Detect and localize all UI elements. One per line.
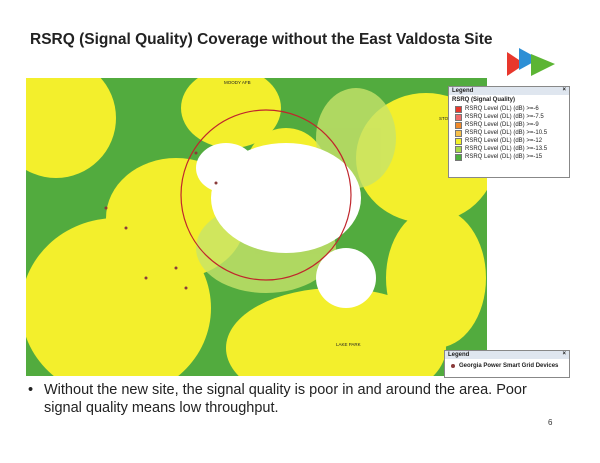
legend-label: RSRQ Level (DL) (dB) >=-9 [465, 122, 539, 128]
legend-items: RSRQ Level (DL) (dB) >=-6 RSRQ Level (DL)… [449, 105, 569, 161]
legend-row: RSRQ Level (DL) (dB) >=-10.5 [449, 129, 569, 137]
legend-heading: RSRQ (Signal Quality) [452, 97, 516, 103]
page-number: 6 [548, 418, 553, 427]
place-label: LAKE PARK [336, 342, 361, 347]
bullet: Without the new site, the signal quality… [28, 381, 564, 417]
legend-swatch [455, 129, 462, 137]
legend-label: RSRQ Level (DL) (dB) >=-13.5 [465, 146, 548, 152]
legend-row: RSRQ Level (DL) (dB) >=-12 [449, 137, 569, 145]
legend-title: Legend [445, 351, 569, 359]
legend-swatch [455, 113, 462, 121]
place-label: MOODY AFB [224, 80, 251, 85]
device-legend: Legend Georgia Power Smart Grid Devices [444, 350, 570, 378]
legend-label: RSRQ Level (DL) (dB) >=-12 [465, 138, 543, 144]
legend-swatch [455, 137, 462, 145]
legend-swatch [455, 105, 462, 113]
legend-row: RSRQ Level (DL) (dB) >=-7.5 [449, 113, 569, 121]
legend-swatch [455, 121, 462, 129]
legend-item: Georgia Power Smart Grid Devices [459, 363, 559, 369]
coverage-map: MOODY AFB STOCKTON (GA) LAKE PARK [26, 78, 487, 376]
legend-title: Legend [449, 87, 569, 95]
legend-row: RSRQ Level (DL) (dB) >=-13.5 [449, 145, 569, 153]
legend-swatch [455, 153, 462, 161]
legend-label: RSRQ Level (DL) (dB) >=-6 [465, 106, 539, 112]
legend-row: RSRQ Level (DL) (dB) >=-6 [449, 105, 569, 113]
legend-label: RSRQ Level (DL) (dB) >=-15 [465, 154, 543, 160]
legend-row: RSRQ Level (DL) (dB) >=-9 [449, 121, 569, 129]
legend-swatch [455, 145, 462, 153]
legend: Legend RSRQ (Signal Quality) RSRQ Level … [448, 86, 570, 178]
logo [507, 48, 555, 76]
legend-label: RSRQ Level (DL) (dB) >=-7.5 [465, 114, 544, 120]
legend-row: RSRQ Level (DL) (dB) >=-15 [449, 153, 569, 161]
legend-label: RSRQ Level (DL) (dB) >=-10.5 [465, 130, 548, 136]
slide-title: RSRQ (Signal Quality) Coverage without t… [30, 31, 493, 48]
